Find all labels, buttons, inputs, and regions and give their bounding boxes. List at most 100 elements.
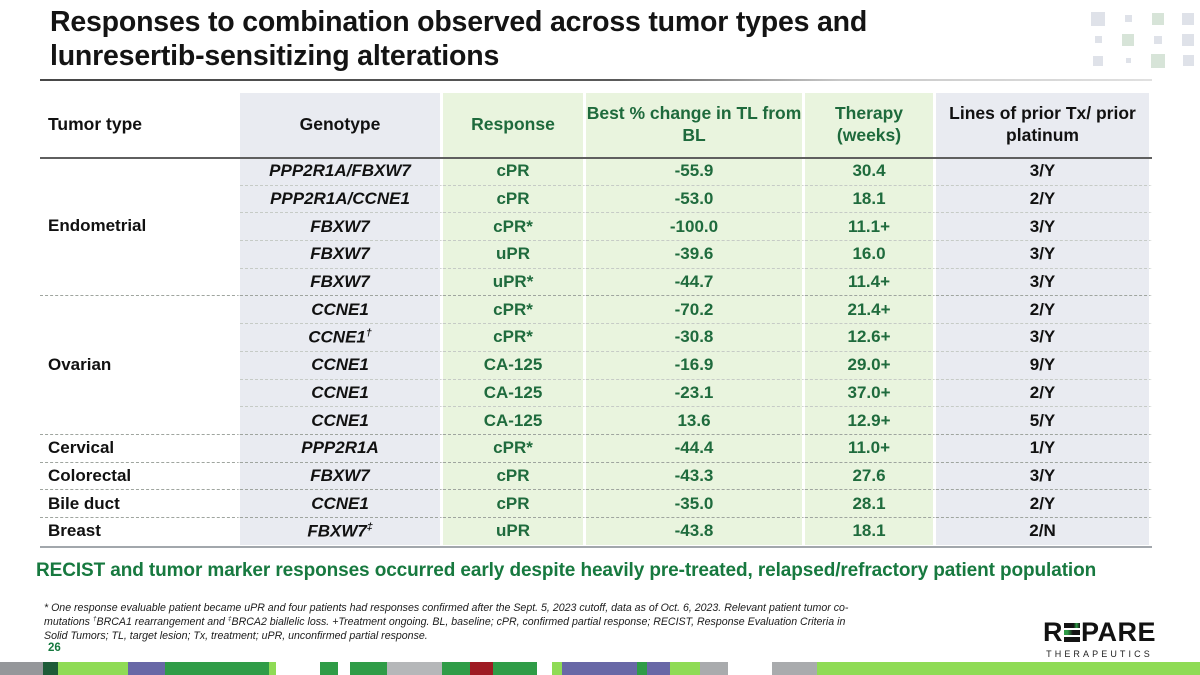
dot xyxy=(1093,55,1103,66)
therapy-cell: 21.4+ xyxy=(805,295,936,324)
color-bar-segment xyxy=(43,662,58,675)
response-cell: cPR* xyxy=(443,433,586,462)
dot xyxy=(1154,35,1162,44)
table-row: Colorectal FBXW7 cPR -43.3 27.6 3/Y xyxy=(40,461,1152,490)
response-cell: CA-125 xyxy=(443,378,586,407)
page-number: 26 xyxy=(48,642,61,654)
best-cell: -43.8 xyxy=(586,516,805,545)
results-table: Tumor type Genotype Response Best % chan… xyxy=(40,93,1152,545)
response-cell: cPR* xyxy=(443,212,586,241)
genotype-cell: FBXW7 xyxy=(240,240,443,268)
genotype-cell: CCNE1 xyxy=(240,295,443,324)
table-row: FBXW7 cPR* -100.0 11.1+ 3/Y xyxy=(40,212,1152,241)
genotype-cell: CCNE1 xyxy=(240,489,443,517)
color-bar-segment xyxy=(470,662,493,675)
color-bar-segment xyxy=(637,662,647,675)
title-divider xyxy=(40,79,1152,81)
response-cell: cPR* xyxy=(443,323,586,351)
lines-cell: 2/Y xyxy=(936,378,1152,407)
best-cell: -39.6 xyxy=(586,240,805,268)
brand-suffix: PARE xyxy=(1080,617,1156,647)
best-cell: -23.1 xyxy=(586,378,805,407)
best-cell: -55.9 xyxy=(586,157,805,185)
table-row: CCNE1 CA-125 -16.9 29.0+ 9/Y xyxy=(40,350,1152,379)
table-row: Cervical PPP2R1A cPR* -44.4 11.0+ 1/Y xyxy=(40,433,1152,462)
genotype-cell: CCNE1 xyxy=(240,406,443,434)
lines-cell: 2/Y xyxy=(936,184,1152,213)
therapy-cell: 28.1 xyxy=(805,489,936,517)
therapy-cell: 18.1 xyxy=(805,184,936,213)
dot xyxy=(1125,58,1131,63)
best-cell: 13.6 xyxy=(586,406,805,434)
response-cell: cPR xyxy=(443,184,586,213)
footnote-text: * One response evaluable patient became … xyxy=(44,602,849,643)
color-bar-segment xyxy=(58,662,128,675)
tumor-type-cell: Cervical xyxy=(40,433,240,462)
lines-cell: 5/Y xyxy=(936,406,1152,434)
table-row: Endometrial PPP2R1A/FBXW7 cPR -55.9 30.4 3/Y xyxy=(40,157,1152,296)
repare-logo: R PARE THERAPEUTICS xyxy=(1042,617,1156,660)
color-bar-segment xyxy=(700,662,728,675)
genotype-cell: FBXW7‡ xyxy=(240,516,443,545)
tumor-type-cell: Colorectal xyxy=(40,461,240,490)
brand-prefix: R xyxy=(1042,617,1063,647)
color-bar-segment xyxy=(387,662,442,675)
dot xyxy=(1094,36,1102,43)
table-row: CCNE1† cPR* -30.8 12.6+ 3/Y xyxy=(40,323,1152,351)
tumor-type-cell: Ovarian xyxy=(40,295,240,434)
therapy-cell: 12.6+ xyxy=(805,323,936,351)
color-bar-segment xyxy=(772,662,817,675)
best-cell: -44.4 xyxy=(586,433,805,462)
lines-cell: 3/Y xyxy=(936,240,1152,268)
therapy-cell: 11.4+ xyxy=(805,267,936,296)
genotype-cell: CCNE1 xyxy=(240,378,443,407)
therapy-cell: 18.1 xyxy=(805,516,936,545)
stylized-e-icon xyxy=(1063,623,1080,642)
slide-title: Responses to combination observed across… xyxy=(50,5,1060,73)
therapy-cell: 11.0+ xyxy=(805,433,936,462)
lines-cell: 2/N xyxy=(936,516,1152,545)
color-bar-segment xyxy=(493,662,537,675)
repare-subtitle: THERAPEUTICS xyxy=(1046,649,1153,659)
lines-cell: 2/Y xyxy=(936,489,1152,517)
response-cell: cPR xyxy=(443,489,586,517)
color-bar-segment xyxy=(320,662,338,675)
dot-grid-icon xyxy=(1083,8,1200,71)
key-takeaway-text: RECIST and tumor marker responses occurr… xyxy=(36,560,1097,581)
color-bar-segment xyxy=(165,662,269,675)
lines-cell: 9/Y xyxy=(936,350,1152,379)
header-therapy-weeks: Therapy (weeks) xyxy=(805,93,936,157)
table-row: FBXW7 uPR* -44.7 11.4+ 3/Y xyxy=(40,267,1152,296)
table-header-row: Tumor type Genotype Response Best % chan… xyxy=(40,93,1152,157)
table-row: FBXW7 uPR -39.6 16.0 3/Y xyxy=(40,240,1152,268)
tumor-type-cell: Bile duct xyxy=(40,489,240,517)
tumor-type-cell: Endometrial xyxy=(40,157,240,296)
dot xyxy=(1091,11,1105,26)
response-cell: uPR* xyxy=(443,267,586,296)
slide-title-line2: lunresertib-sensitizing alterations xyxy=(50,40,500,73)
dot xyxy=(1182,55,1194,66)
response-cell: cPR xyxy=(443,157,586,185)
color-bar-segment xyxy=(128,662,165,675)
response-cell: cPR xyxy=(443,461,586,490)
header-response: Response xyxy=(443,93,586,157)
dot xyxy=(1182,12,1194,25)
therapy-cell: 37.0+ xyxy=(805,378,936,407)
header-tumor-type: Tumor type xyxy=(40,93,240,157)
color-bar-segment xyxy=(670,662,700,675)
best-cell: -44.7 xyxy=(586,267,805,296)
therapy-cell: 11.1+ xyxy=(805,212,936,241)
table-row: Ovarian CCNE1 cPR* -70.2 21.4+ 2/Y xyxy=(40,295,1152,434)
response-cell: CA-125 xyxy=(443,406,586,434)
best-cell: -30.8 xyxy=(586,323,805,351)
best-cell: -70.2 xyxy=(586,295,805,324)
best-cell: -53.0 xyxy=(586,184,805,213)
best-cell: -35.0 xyxy=(586,489,805,517)
best-cell: -43.3 xyxy=(586,461,805,490)
table-row: CCNE1 CA-125 13.6 12.9+ 5/Y xyxy=(40,406,1152,434)
lines-cell: 3/Y xyxy=(936,157,1152,185)
header-genotype: Genotype xyxy=(240,93,443,157)
lines-cell: 2/Y xyxy=(936,295,1152,324)
therapy-cell: 12.9+ xyxy=(805,406,936,434)
